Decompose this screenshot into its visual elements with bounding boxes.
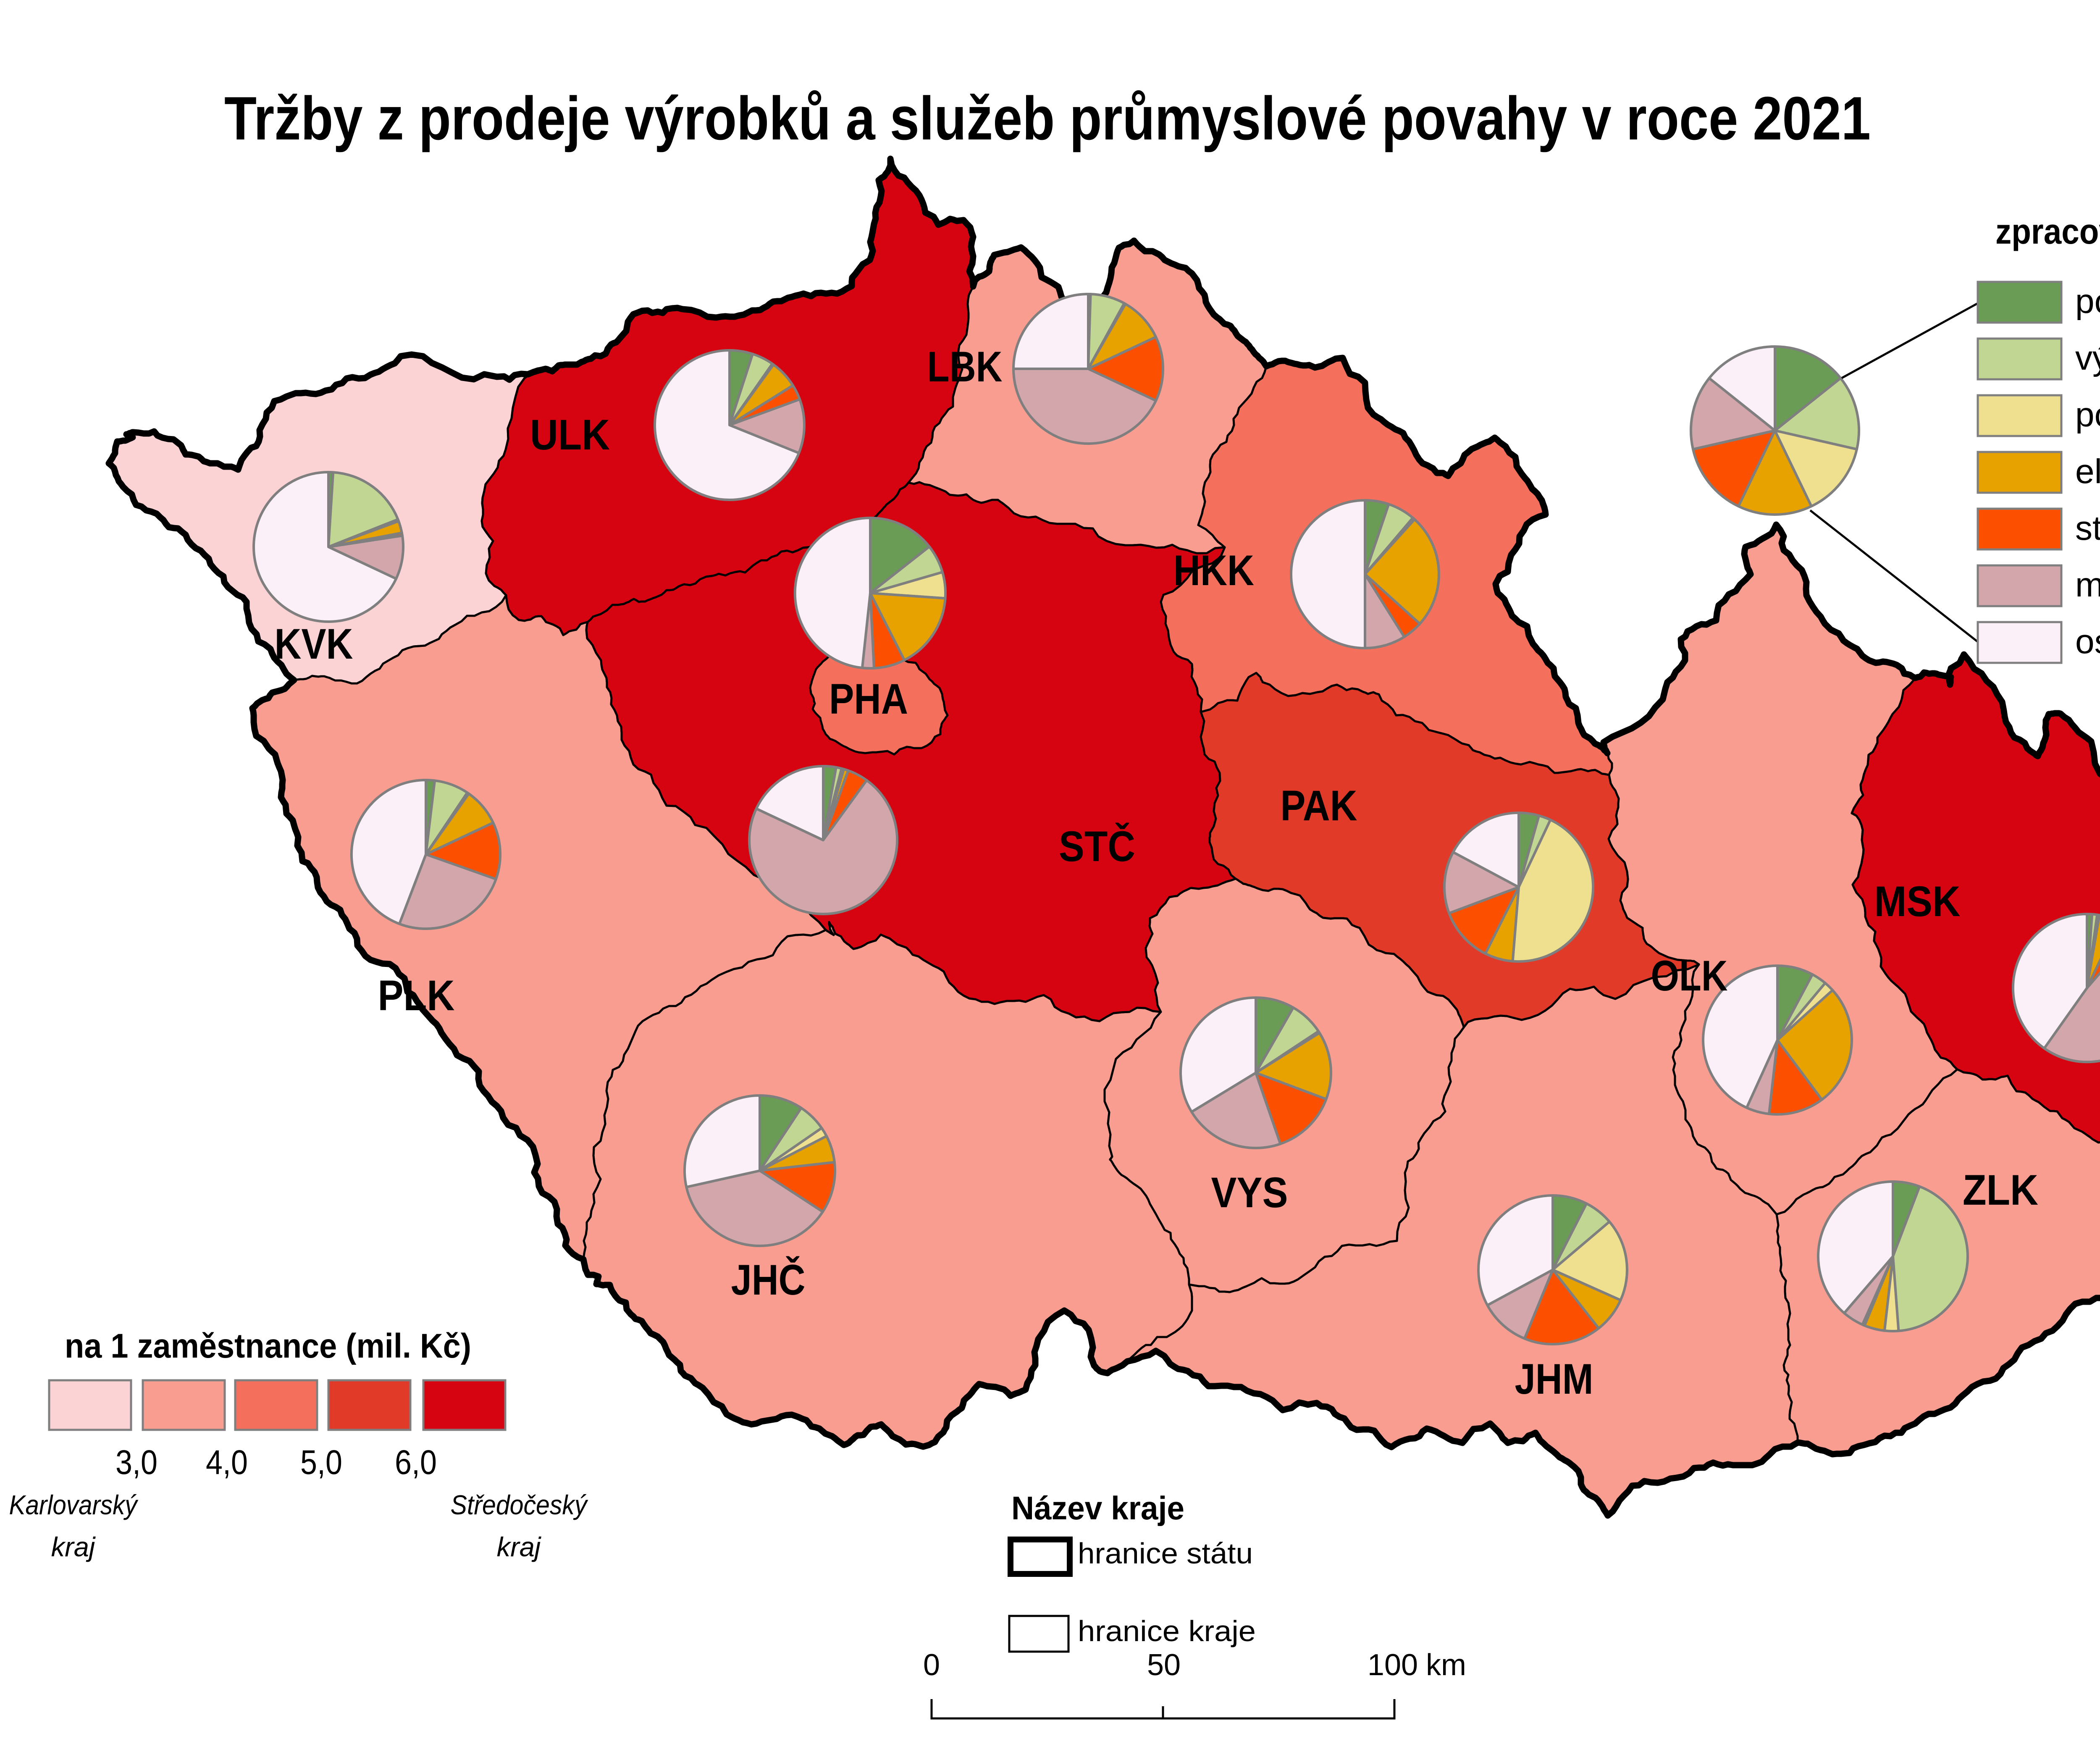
svg-text:PAK: PAK [1281,782,1357,830]
svg-text:elektrická zařízení: elektrická zařízení [2075,452,2100,491]
svg-text:MSK: MSK [1874,877,1961,925]
svg-text:hranice státu: hranice státu [1078,1537,1253,1570]
svg-text:hranice kraje: hranice kraje [1078,1615,1256,1647]
svg-text:na 1 zaměstnance (mil. Kč): na 1 zaměstnance (mil. Kč) [65,1327,471,1365]
svg-text:potravinářské výrobky: potravinářské výrobky [2075,282,2100,320]
svg-text:ULK: ULK [530,411,610,459]
svg-text:kraj: kraj [51,1531,96,1562]
svg-text:ZLK: ZLK [1963,1166,2038,1214]
svg-text:zpracovatelský průmysl: zpracovatelský průmysl [1995,212,2100,251]
svg-text:OLK: OLK [1651,952,1728,1000]
svg-text:výrobky z pryže a plastů: výrobky z pryže a plastů [2075,339,2100,377]
svg-text:motorová vozidla: motorová vozidla [2075,566,2100,604]
svg-text:km: km [1426,1648,1466,1682]
svg-text:JHČ: JHČ [731,1256,806,1304]
svg-text:0: 0 [923,1648,940,1682]
svg-text:kraj: kraj [497,1531,541,1562]
svg-text:počítače, elektronika: počítače, elektronika [2075,396,2100,434]
svg-text:STČ: STČ [1059,822,1135,870]
svg-text:Tržby z prodeje výrobků a služ: Tržby z prodeje výrobků a služeb průmysl… [224,84,1871,152]
svg-text:PLK: PLK [378,972,455,1019]
svg-text:5,0: 5,0 [300,1443,342,1482]
svg-text:LBK: LBK [927,343,1003,391]
svg-text:4,0: 4,0 [206,1443,248,1482]
svg-text:6,0: 6,0 [395,1443,437,1482]
svg-text:Středočeský: Středočeský [451,1489,588,1520]
svg-text:PHA: PHA [829,675,908,723]
svg-text:stroje a zařízení: stroje a zařízení [2075,509,2100,547]
svg-text:VYS: VYS [1211,1169,1288,1216]
svg-text:100: 100 [1368,1648,1418,1682]
svg-text:HKK: HKK [1173,546,1254,594]
svg-text:Karlovarský: Karlovarský [9,1489,139,1520]
svg-text:Název kraje: Název kraje [1011,1489,1184,1526]
svg-text:JHM: JHM [1515,1355,1593,1403]
svg-text:ostatní: ostatní [2075,623,2100,661]
svg-text:KVK: KVK [275,620,353,668]
svg-text:50: 50 [1147,1648,1181,1682]
svg-text:3,0: 3,0 [116,1443,158,1482]
